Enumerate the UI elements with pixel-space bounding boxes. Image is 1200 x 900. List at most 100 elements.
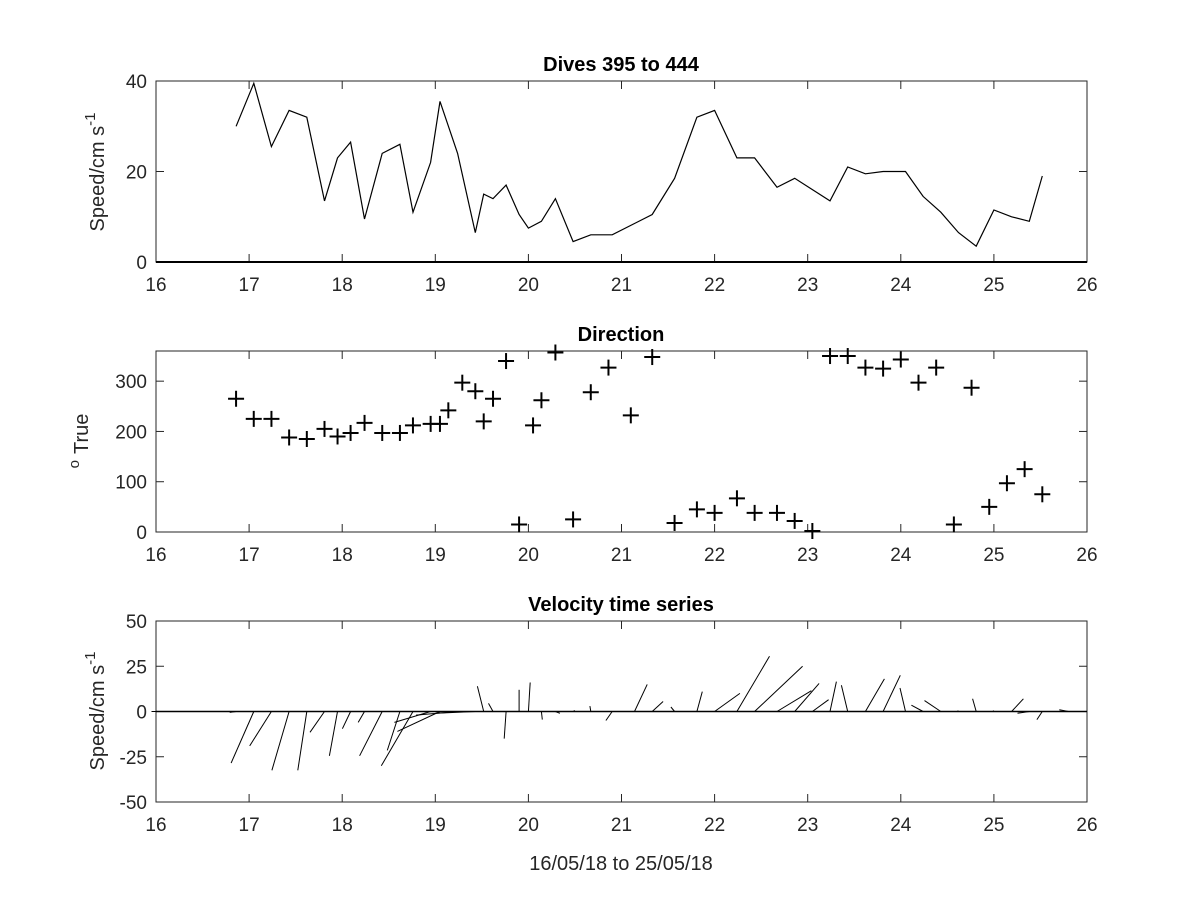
direction-point	[498, 353, 515, 370]
svg-text:Speed/cm s-1: Speed/cm s-1	[82, 652, 109, 771]
speed-ylabel-text: Speed/cm s	[87, 126, 109, 232]
velocity-feather-stick	[651, 701, 664, 712]
direction-point	[454, 374, 471, 391]
speed-panel: Dives 395 to 444 Speed/cm s-1 16 17 18 19 20…	[82, 54, 1098, 296]
direction-point	[839, 348, 856, 365]
direction-point	[804, 522, 821, 539]
speed-x-tick-label: 24	[890, 275, 912, 296]
velocity-feather-stick	[776, 690, 812, 712]
speed-series-line	[235, 81, 1043, 248]
velocity-feather-stick	[714, 692, 741, 712]
direction-point	[356, 414, 373, 431]
velocity-y-tick-label: 25	[126, 657, 147, 678]
velocity-feather-stick	[829, 681, 837, 712]
speed-series	[156, 81, 1087, 263]
velocity-feather-stick	[572, 710, 576, 712]
direction-point	[981, 498, 998, 515]
velocity-feather-stick	[435, 711, 476, 714]
velocity-feather-stick	[297, 711, 308, 771]
direction-point	[768, 504, 785, 521]
velocity-x-tick-label: 26	[1076, 815, 1097, 836]
velocity-feather-stick	[924, 700, 942, 712]
velocity-feather-stick	[328, 711, 338, 756]
velocity-chart-title: Velocity time series	[528, 594, 714, 616]
velocity-y-tick-label: 50	[126, 612, 147, 633]
direction-y-tick-label: 0	[136, 523, 147, 544]
velocity-feather-stick	[341, 711, 352, 729]
direction-panel: Direction oTrue 16 17 18 19 20 21 22 23 24 25 2601…	[66, 324, 1098, 566]
direction-point	[600, 359, 617, 376]
velocity-feather-stick	[696, 691, 703, 712]
velocity-feather-stick	[899, 687, 906, 712]
direction-point	[910, 374, 927, 391]
speed-ticks: 16 17 18 19 20 21 22 23 24 25 26 0 20 40	[126, 72, 1098, 296]
velocity-feather-stick	[357, 711, 365, 723]
direction-point	[329, 428, 346, 445]
direction-x-tick-label: 24	[890, 545, 912, 566]
velocity-feather-stick	[309, 711, 325, 733]
velocity-feather-stick	[812, 699, 829, 712]
direction-x-tick-label: 20	[518, 545, 539, 566]
direction-point	[525, 417, 542, 434]
velocity-y-tick-label: -50	[120, 793, 147, 814]
direction-point	[391, 424, 408, 441]
velocity-feather-stick	[488, 703, 494, 712]
velocity-x-tick-label: 20	[518, 815, 539, 836]
direction-point	[822, 348, 839, 365]
direction-point	[431, 415, 448, 432]
direction-point	[746, 504, 763, 521]
velocity-feather-stick	[394, 711, 431, 723]
direction-point	[467, 383, 484, 400]
velocity-feather-stick	[736, 656, 770, 712]
direction-x-tick-label: 22	[704, 545, 725, 566]
velocity-feather-stick	[359, 711, 383, 757]
velocity-x-tick-label: 16	[145, 815, 166, 836]
direction-point	[945, 516, 962, 533]
direction-point	[963, 379, 980, 396]
velocity-feather-stick	[1059, 709, 1069, 712]
speed-x-tick-label: 16	[145, 275, 166, 296]
speed-axes-box	[155, 80, 1088, 263]
velocity-feather-stick	[527, 682, 531, 712]
velocity-feather-stick	[911, 704, 924, 712]
direction-point	[688, 501, 705, 518]
direction-point	[263, 410, 280, 427]
direction-series	[228, 344, 1051, 539]
velocity-feather-stick	[882, 675, 901, 712]
velocity-feather-stick	[1017, 711, 1030, 714]
velocity-ylabel-superscript: -1	[82, 652, 99, 665]
speed-x-tick-label: 17	[239, 275, 260, 296]
direction-point	[875, 360, 892, 377]
direction-point	[245, 410, 262, 427]
speed-y-axis-label: Speed/cm s-1	[82, 113, 109, 232]
direction-point	[440, 402, 457, 419]
velocity-feather-stick	[840, 685, 849, 712]
direction-point	[582, 384, 599, 401]
speed-y-tick-label: 20	[126, 163, 147, 184]
direction-point	[475, 413, 492, 430]
speed-y-tick-label: 40	[126, 72, 147, 93]
velocity-feather-stick	[397, 711, 441, 732]
direction-point	[892, 351, 909, 368]
velocity-feather-stick	[540, 711, 543, 720]
velocity-feather-stick	[754, 665, 803, 712]
x-axis-label: 16/05/18 to 25/05/18	[529, 853, 713, 875]
velocity-x-tick-label: 23	[797, 815, 818, 836]
velocity-feather-stick	[992, 710, 995, 712]
direction-x-tick-label: 17	[239, 545, 260, 566]
direction-ticks: 16 17 18 19 20 21 22 23 24 25 26 0 100 200 300	[115, 351, 1098, 566]
velocity-feather-stick	[503, 711, 507, 739]
velocity-feather-stick	[249, 711, 272, 747]
direction-point	[1016, 461, 1033, 478]
velocity-panel: Velocity time series Speed/cm s-1 16 17 18…	[82, 594, 1098, 875]
velocity-feather-stick	[589, 706, 592, 712]
velocity-x-tick-label: 21	[611, 815, 632, 836]
svg-text:oTrue: o True	[66, 414, 93, 469]
velocity-feather-stick	[1036, 711, 1043, 720]
velocity-feather-stick	[634, 684, 648, 712]
direction-point	[786, 512, 803, 529]
direction-point	[281, 429, 298, 446]
velocity-feather-stick	[476, 686, 485, 712]
direction-chart-title: Direction	[578, 324, 665, 346]
velocity-feather-stick	[229, 711, 237, 713]
